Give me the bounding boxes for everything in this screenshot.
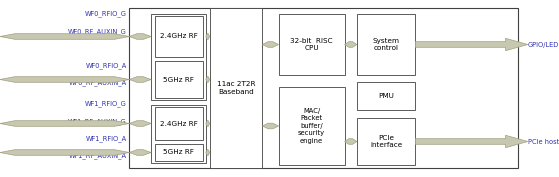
- Text: WF0_RFIO_G: WF0_RFIO_G: [85, 10, 127, 17]
- Polygon shape: [129, 34, 151, 39]
- Text: WF1_RF_AUXIN_A: WF1_RF_AUXIN_A: [69, 153, 127, 159]
- Bar: [129, 8, 518, 168]
- Text: WF1_RFIO_A: WF1_RFIO_A: [86, 135, 127, 142]
- Text: PCIe
interface: PCIe interface: [370, 135, 402, 148]
- Polygon shape: [415, 38, 528, 51]
- Text: WF1_RFIO_G: WF1_RFIO_G: [85, 101, 127, 107]
- Text: 5GHz RF: 5GHz RF: [163, 76, 195, 82]
- Text: WF0_RF_AUXIN_G: WF0_RF_AUXIN_G: [68, 28, 127, 35]
- Bar: [278, 14, 344, 75]
- Bar: [151, 105, 206, 163]
- Bar: [357, 14, 415, 75]
- Text: 2.4GHz RF: 2.4GHz RF: [160, 33, 198, 39]
- Polygon shape: [0, 121, 129, 126]
- Text: PCIe host: PCIe host: [528, 138, 559, 144]
- Text: 11ac 2T2R
Baseband: 11ac 2T2R Baseband: [217, 81, 255, 95]
- Polygon shape: [344, 139, 357, 144]
- Text: 32-bit  RISC
CPU: 32-bit RISC CPU: [290, 38, 333, 51]
- Bar: [357, 118, 415, 165]
- Polygon shape: [263, 42, 278, 47]
- Polygon shape: [206, 77, 210, 82]
- Polygon shape: [0, 150, 129, 155]
- Polygon shape: [344, 42, 357, 47]
- Text: PMU: PMU: [378, 93, 394, 99]
- Bar: [278, 87, 344, 165]
- Polygon shape: [415, 135, 528, 148]
- Bar: [155, 144, 203, 161]
- Polygon shape: [206, 121, 210, 126]
- Text: System
control: System control: [373, 38, 400, 51]
- Polygon shape: [206, 34, 210, 39]
- Polygon shape: [129, 77, 151, 82]
- Text: GPIO/LED: GPIO/LED: [528, 41, 559, 47]
- Bar: [155, 61, 203, 98]
- Polygon shape: [0, 34, 129, 39]
- Polygon shape: [129, 150, 151, 155]
- Polygon shape: [129, 121, 151, 126]
- Polygon shape: [263, 123, 278, 129]
- Bar: [155, 16, 203, 57]
- Text: WF0_RF_AUXIN_A: WF0_RF_AUXIN_A: [69, 80, 127, 86]
- Bar: [151, 14, 206, 100]
- Text: 2.4GHz RF: 2.4GHz RF: [160, 121, 198, 127]
- Text: WF0_RFIO_A: WF0_RFIO_A: [86, 62, 127, 69]
- Polygon shape: [206, 150, 210, 155]
- Bar: [155, 107, 203, 140]
- Polygon shape: [0, 77, 129, 82]
- Text: MAC/
Packet
buffer/
security
engine: MAC/ Packet buffer/ security engine: [298, 108, 325, 144]
- Text: 5GHz RF: 5GHz RF: [163, 150, 195, 156]
- Bar: [357, 82, 415, 110]
- Text: WF1_RF_AUXIN_G: WF1_RF_AUXIN_G: [68, 118, 127, 125]
- Bar: [210, 8, 263, 168]
